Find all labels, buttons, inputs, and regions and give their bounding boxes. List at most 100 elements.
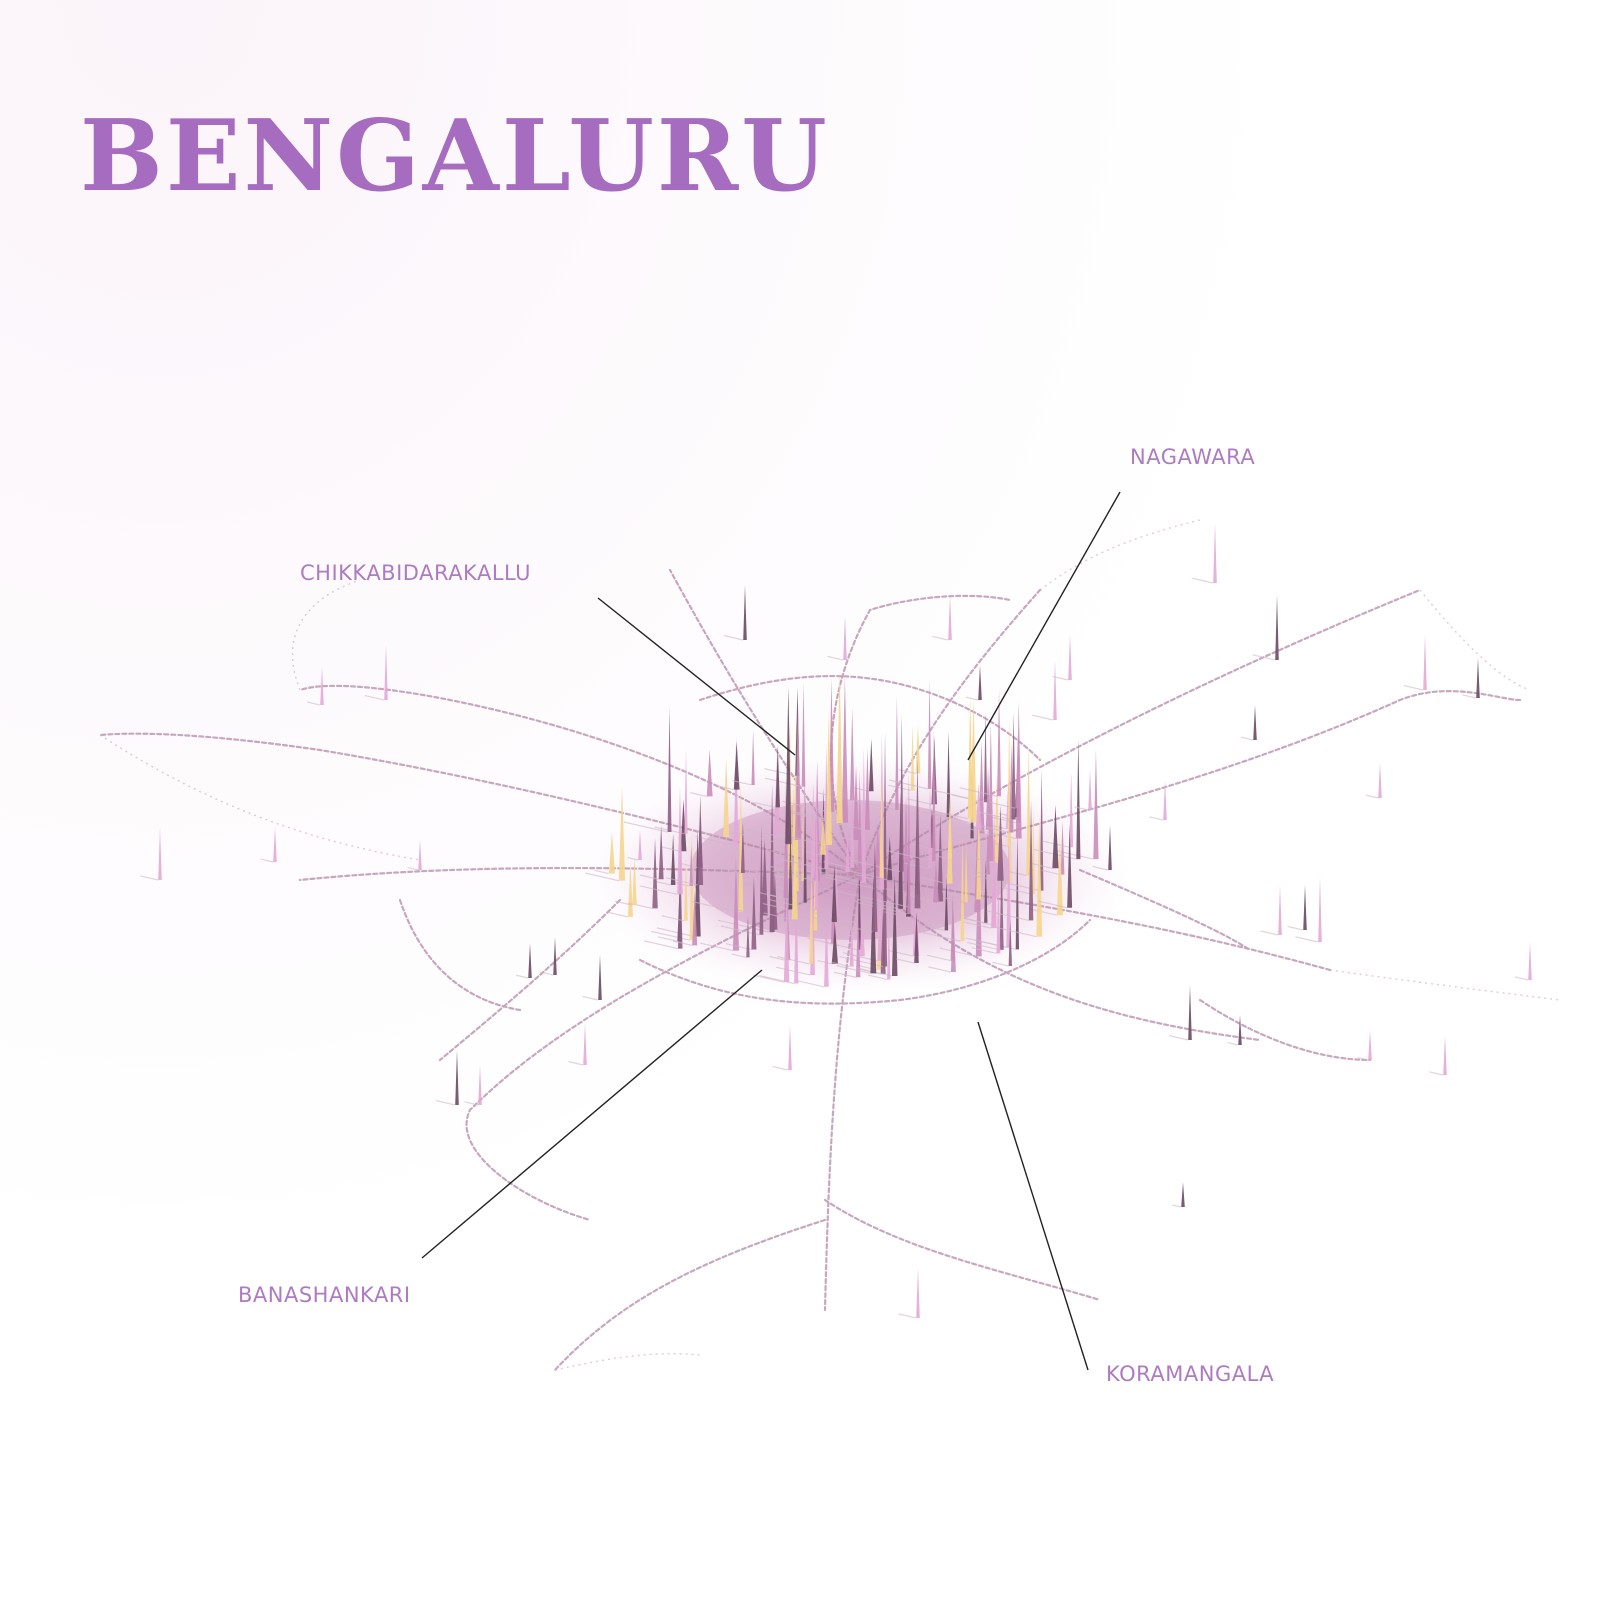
spike-shadow [582,995,599,1001]
population-spike [964,844,968,903]
spike-shadow [639,874,659,880]
population-spike [1039,768,1044,891]
spike-shadow [777,955,810,965]
population-spike [849,913,854,967]
leader-line-koramangala [977,1021,1089,1371]
population-spike [814,780,819,911]
road [291,579,361,691]
population-spike [418,840,422,870]
population-spike [1067,824,1073,908]
road [638,918,1092,1005]
road [1078,868,1252,952]
spike-shadow [959,825,976,831]
spike-shadow [892,888,916,895]
population-spike [820,814,826,855]
spike-shadow [758,974,795,985]
spike-shadow [1172,1204,1182,1208]
population-spike [384,645,388,700]
population-spike [689,845,694,886]
spike-shadow [884,911,907,918]
spike-shadow [941,891,977,901]
spike-shadow [731,953,747,959]
population-spike [850,707,855,801]
population-spike [831,923,838,964]
population-spike [887,925,891,980]
population-spike [910,725,915,791]
spike-shadow [939,947,976,957]
spike-shadow [690,792,707,797]
population-spike [751,876,757,950]
spike-shadow [407,867,419,871]
spike-shadow [836,822,866,831]
population-spike [677,787,683,895]
population-spike [891,875,898,976]
road [858,588,1422,877]
spike-shadow [962,920,992,929]
population-spike [857,770,862,881]
spike-shadow [594,869,609,875]
spike-shadow [661,915,685,922]
population-spike [946,731,951,818]
population-spike [803,793,807,903]
spike-shadow [992,961,1009,967]
spike-shadow [672,940,693,946]
population-spike [1031,809,1035,895]
population-spike [927,678,932,789]
population-spike [1278,885,1282,935]
spike-shadow [1192,577,1214,584]
population-spike [528,943,532,978]
road [823,1198,1102,1302]
population-spike [618,785,626,881]
population-spike [853,765,859,841]
spike-shadow [585,872,619,882]
spike-shadow [926,812,971,824]
spike-shadow [435,1100,456,1106]
population-spike [988,721,994,862]
population-spike [1528,942,1532,980]
population-spike [985,827,990,875]
population-spike [801,682,806,787]
population-spike [859,909,865,957]
spike-shadow [364,695,385,701]
spike-shadow [615,900,633,906]
spike-shadow [1429,1071,1444,1076]
population-spike [788,824,793,910]
spike-shadow [260,858,274,863]
population-spike [785,686,792,845]
spike-shadow [818,871,858,882]
spike-shadow [928,966,952,973]
road-network-faint [99,519,1561,1371]
spike-shadow [692,900,739,913]
spike-shadow [856,968,881,975]
spike-shadow [836,964,871,974]
population-spike [836,669,843,824]
spike-shadow [623,821,668,833]
spike-shadow [830,868,846,873]
spike-shadow [918,876,948,885]
road [1329,969,1561,1001]
spike-shadow [1403,685,1424,691]
population-spike [1238,1015,1242,1045]
spike-shadow [1227,1042,1239,1046]
label-banashankari: BANASHANKARI [238,1283,411,1307]
spike-shadow [1030,862,1053,869]
spike-shadow [967,941,1000,951]
spike-shadow [862,895,915,909]
spike-shadow [1041,869,1061,876]
population-spike [478,1065,482,1105]
spike-shadow [1462,694,1477,699]
spike-shadow [1037,900,1068,909]
spike-shadow [657,936,678,942]
spike-shadow [889,779,928,790]
spike-shadow [833,971,857,978]
population-spike [997,805,1004,881]
spike-shadow [734,908,762,917]
population-spike [638,830,642,860]
spike-shadow [1287,925,1304,931]
spike-shadow [769,956,786,961]
population-spike [932,729,936,861]
population-spike [795,704,802,840]
spike-shadow [772,870,815,882]
population-spike [879,775,884,878]
population-spike [652,838,658,909]
